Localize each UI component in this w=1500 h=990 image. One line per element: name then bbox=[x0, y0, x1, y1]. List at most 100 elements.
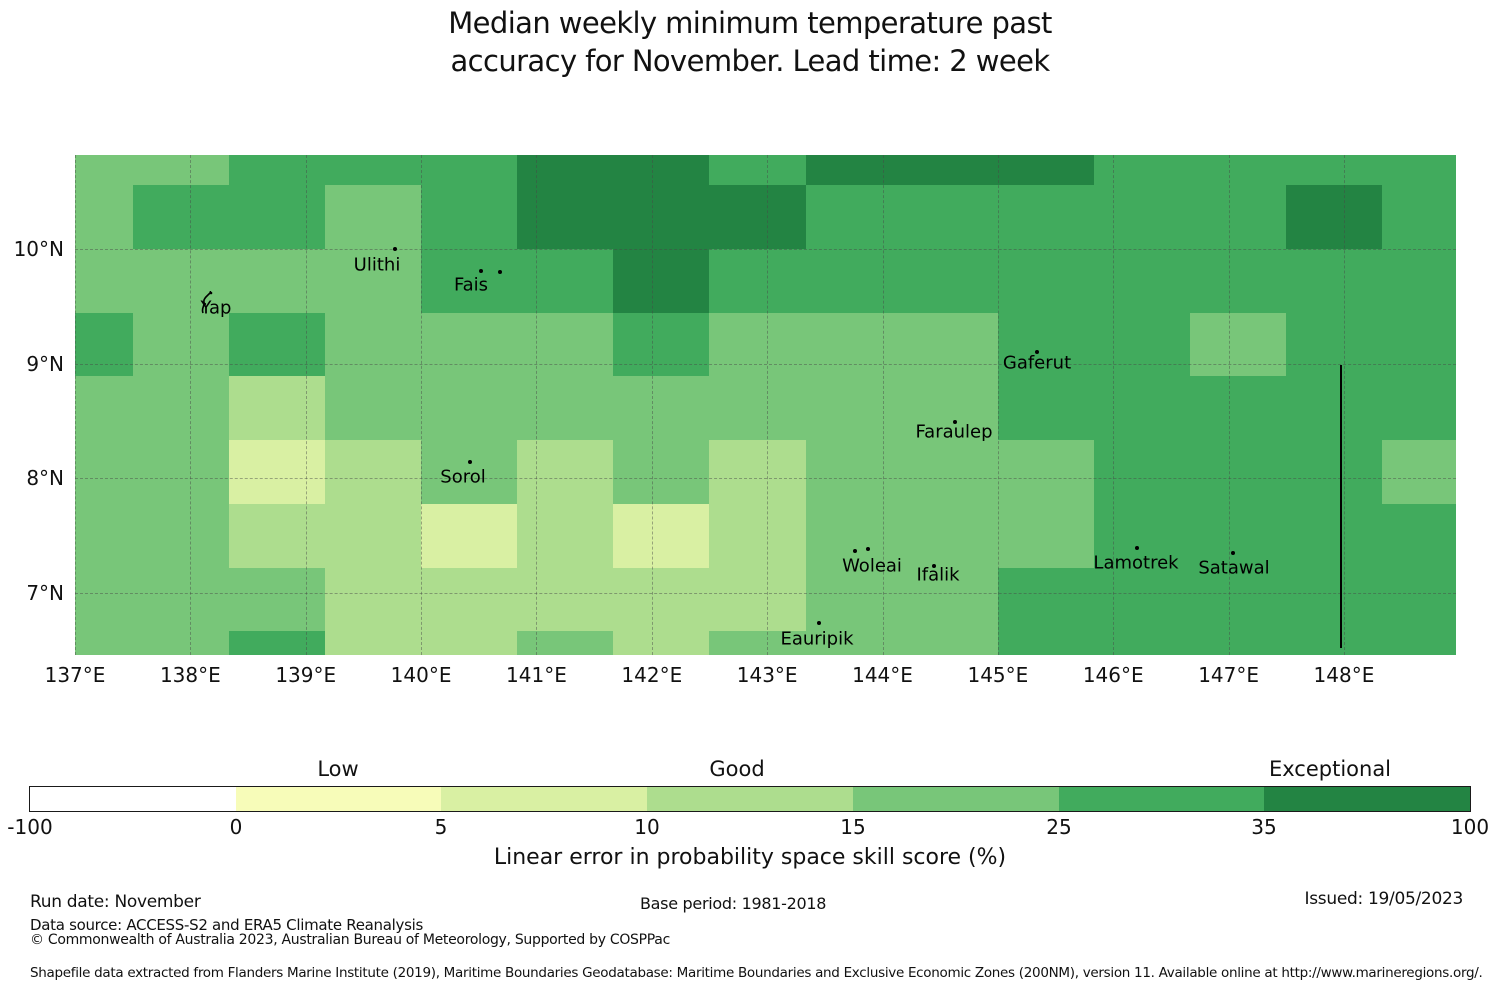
grid-cell bbox=[517, 185, 613, 249]
colorbar-segment bbox=[1058, 787, 1265, 811]
grid-cell bbox=[806, 568, 902, 631]
x-axis-tick-label: 146°E bbox=[1082, 663, 1144, 687]
grid-cell bbox=[517, 568, 613, 631]
grid-cell bbox=[325, 155, 421, 185]
grid-cell bbox=[1382, 249, 1456, 313]
grid-cell bbox=[1190, 185, 1286, 249]
colorbar-category-label: Good bbox=[709, 757, 765, 781]
grid-cell bbox=[998, 185, 1094, 249]
grid-cell bbox=[517, 376, 613, 440]
grid-cell bbox=[421, 504, 517, 568]
latitude-gridline bbox=[75, 249, 1456, 250]
grid-cell bbox=[1382, 568, 1456, 631]
grid-cell bbox=[998, 568, 1094, 631]
grid-cell bbox=[613, 376, 709, 440]
grid-cell bbox=[325, 568, 421, 631]
issued-date-text: Issued: 19/05/2023 bbox=[1304, 889, 1464, 909]
colorbar-tick-label: 100 bbox=[1450, 815, 1490, 839]
island-marker-dot bbox=[1231, 551, 1235, 555]
grid-cell bbox=[1382, 376, 1456, 440]
grid-cell bbox=[229, 155, 325, 185]
island-marker-dot bbox=[498, 270, 502, 274]
grid-cell bbox=[229, 440, 325, 504]
island-marker-dot bbox=[1135, 546, 1139, 550]
grid-cell bbox=[806, 155, 902, 185]
grid-cell bbox=[806, 376, 902, 440]
longitude-gridline bbox=[1228, 155, 1230, 655]
colorbar-tick-label: 15 bbox=[840, 815, 866, 839]
island-label: Satawal bbox=[1198, 557, 1270, 579]
data-source-text: Data source: ACCESS-S2 and ERA5 Climate … bbox=[30, 916, 423, 934]
grid-cell bbox=[75, 313, 133, 376]
chart-title-line1: Median weekly minimum temperature past bbox=[448, 6, 1052, 40]
x-axis-tick-label: 147°E bbox=[1198, 663, 1259, 687]
grid-cell bbox=[902, 249, 998, 313]
grid-cell bbox=[75, 185, 133, 249]
longitude-gridline bbox=[1344, 155, 1345, 655]
grid-cell bbox=[133, 376, 229, 440]
colorbar-tick-label: 25 bbox=[1046, 815, 1072, 839]
longitude-gridline bbox=[190, 155, 192, 655]
grid-cell bbox=[421, 440, 517, 504]
grid-cell bbox=[1286, 313, 1382, 376]
grid-cell bbox=[1382, 185, 1456, 249]
grid-cell bbox=[421, 631, 517, 655]
grid-cell bbox=[421, 155, 517, 185]
grid-cell bbox=[709, 376, 806, 440]
longitude-gridline bbox=[75, 155, 76, 655]
x-axis-tick-label: 145°E bbox=[967, 663, 1029, 687]
grid-cell bbox=[421, 376, 517, 440]
grid-cell bbox=[1094, 185, 1190, 249]
grid-cell bbox=[229, 249, 325, 313]
grid-cell bbox=[1190, 313, 1286, 376]
grid-cell bbox=[229, 504, 325, 568]
x-axis-tick-label: 139°E bbox=[275, 663, 337, 687]
grid-cell bbox=[1190, 568, 1286, 631]
longitude-gridline bbox=[651, 155, 653, 655]
chart-title: Median weekly minimum temperature past a… bbox=[0, 4, 1500, 80]
colorbar-tick-label: -100 bbox=[7, 815, 53, 839]
grid-cell bbox=[1382, 504, 1456, 568]
island-label: Eauripik bbox=[780, 628, 854, 650]
grid-cell bbox=[1382, 631, 1456, 655]
grid-cell bbox=[1190, 631, 1286, 655]
y-axis-tick-label: 7°N bbox=[26, 581, 64, 606]
grid-cell bbox=[998, 376, 1094, 440]
grid-cell bbox=[709, 504, 806, 568]
latitude-gridline bbox=[75, 478, 1456, 480]
grid-cell bbox=[806, 185, 902, 249]
grid-cell bbox=[1094, 568, 1190, 631]
y-axis-tick-label: 9°N bbox=[26, 351, 64, 376]
grid-cell bbox=[902, 568, 998, 631]
x-axis-tick-label: 142°E bbox=[621, 663, 683, 687]
grid-cell bbox=[421, 249, 517, 313]
grid-cell bbox=[1094, 376, 1190, 440]
grid-cell bbox=[229, 313, 325, 376]
longitude-gridline bbox=[882, 155, 884, 655]
grid-cell bbox=[998, 155, 1094, 185]
grid-cell bbox=[709, 313, 806, 376]
grid-cell bbox=[517, 504, 613, 568]
grid-cell bbox=[517, 440, 613, 504]
grid-cell bbox=[133, 568, 229, 631]
colorbar-category-label: Exceptional bbox=[1268, 757, 1392, 781]
colorbar-tick-label: 10 bbox=[634, 815, 660, 839]
run-date-text: Run date: November bbox=[30, 892, 201, 912]
grid-cell bbox=[613, 313, 709, 376]
grid-cell bbox=[998, 440, 1094, 504]
grid-cell bbox=[229, 376, 325, 440]
grid-cell bbox=[1286, 376, 1382, 440]
island-marker-dot bbox=[479, 269, 483, 273]
grid-cell bbox=[1286, 504, 1382, 568]
grid-cell bbox=[613, 568, 709, 631]
colorbar-category-label: Low bbox=[317, 757, 359, 781]
longitude-gridline bbox=[1113, 155, 1115, 655]
grid-cell bbox=[613, 185, 709, 249]
shapefile-attribution-text: Shapefile data extracted from Flanders M… bbox=[30, 965, 1483, 981]
grid-cell bbox=[133, 313, 229, 376]
x-axis-tick-label: 148°E bbox=[1313, 663, 1375, 687]
grid-cell bbox=[517, 313, 613, 376]
latitude-gridline bbox=[75, 593, 1456, 594]
x-axis-tick-label: 143°E bbox=[736, 663, 798, 687]
colorbar-segment bbox=[441, 787, 648, 811]
